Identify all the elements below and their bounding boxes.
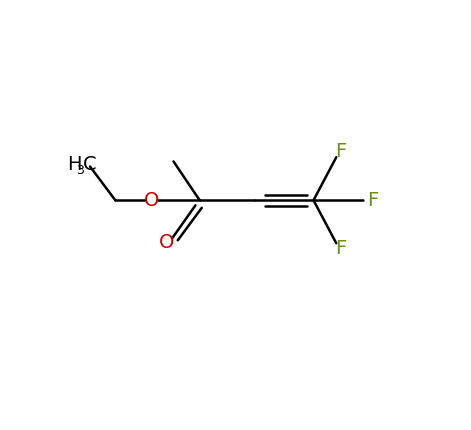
Text: O: O <box>144 191 159 210</box>
Text: C: C <box>83 155 97 174</box>
Text: 3: 3 <box>76 164 84 177</box>
Text: F: F <box>335 142 347 161</box>
Text: H: H <box>67 155 81 174</box>
Text: F: F <box>367 191 378 210</box>
Text: F: F <box>335 239 347 258</box>
Text: O: O <box>159 233 174 252</box>
